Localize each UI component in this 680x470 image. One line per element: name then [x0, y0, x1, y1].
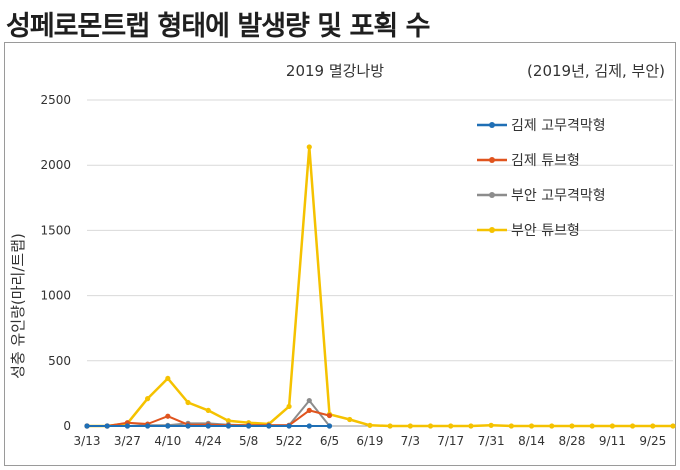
x-tick-label: 7/3 [401, 434, 420, 448]
x-tick-label: 5/22 [276, 434, 303, 448]
data-point [326, 412, 333, 419]
legend-swatch-marker [489, 122, 495, 128]
series-3 [84, 144, 676, 429]
data-point [609, 423, 615, 429]
data-point [508, 423, 514, 429]
legend-label: 부안 고무격막형 [511, 188, 606, 204]
x-tick-label: 3/27 [114, 434, 141, 448]
data-point [145, 423, 151, 429]
data-point [306, 397, 312, 404]
page-title: 성페로몬트랩 형태에 발생량 및 포획 수 [6, 11, 430, 42]
line-chart: 2019 멸강나방 (2019년, 김제, 부안) 성충 유인량(마리/트랩) … [9, 62, 676, 448]
data-point [165, 413, 171, 419]
data-point [306, 407, 312, 413]
x-tick-label: 6/19 [356, 434, 383, 448]
x-tick-label: 9/25 [639, 434, 666, 448]
x-tick-labels: 3/13 3/27 4/10 4/24 5/8 5/22 6/5 6/19 7/3 7/17 7/3… [74, 434, 667, 448]
data-point [488, 422, 494, 428]
legend-label: 부안 튜브형 [511, 223, 580, 239]
y-tick-label: 2000 [40, 158, 71, 172]
y-tick-label: 1000 [40, 289, 71, 303]
data-point [569, 423, 575, 429]
x-tick-label: 5/8 [239, 434, 258, 448]
x-tick-label: 7/17 [437, 434, 464, 448]
y-tick-label: 0 [63, 419, 71, 433]
data-point [367, 422, 373, 428]
data-point [266, 423, 272, 429]
data-point [306, 423, 312, 429]
data-point [286, 423, 292, 429]
data-point [84, 423, 90, 429]
legend-item: 김제 고무격막형 [477, 118, 606, 134]
data-point [165, 375, 171, 382]
series-0 [84, 423, 333, 429]
x-tick-label: 9/11 [599, 434, 626, 448]
data-point [549, 423, 555, 429]
data-point [205, 423, 211, 429]
y-axis-label: 성충 유인량(마리/트랩) [9, 233, 27, 379]
data-point [629, 423, 636, 429]
data-point [427, 423, 434, 429]
x-tick-label: 8/14 [518, 434, 545, 448]
series-line [87, 145, 673, 428]
data-point [165, 423, 171, 429]
legend-item: 김제 튜브형 [477, 153, 580, 169]
legend-swatch-marker [489, 157, 495, 163]
data-point [185, 423, 191, 429]
data-point [246, 423, 252, 429]
x-tick-label: 6/5 [320, 434, 339, 448]
data-point [468, 423, 474, 429]
legend-swatch-marker [489, 192, 495, 198]
chart-title: 2019 멸강나방 [286, 62, 384, 80]
x-tick-label: 4/24 [195, 434, 222, 448]
x-tick-label: 7/31 [478, 434, 505, 448]
legend-label: 김제 튜브형 [511, 153, 580, 169]
data-point [225, 423, 232, 429]
data-point [589, 423, 595, 429]
data-point [670, 423, 676, 429]
data-point [387, 423, 393, 429]
legend-item: 부안 튜브형 [477, 223, 580, 239]
y-tick-label: 1500 [40, 223, 71, 237]
chart-subtitle: (2019년, 김제, 부안) [527, 62, 665, 80]
gridlines [87, 99, 673, 427]
data-point [124, 423, 131, 429]
data-point [448, 423, 454, 429]
data-point [286, 403, 292, 410]
data-point [145, 396, 151, 402]
x-tick-label: 3/13 [74, 434, 101, 448]
data-point [407, 423, 413, 429]
chart-container: 2019 멸강나방 (2019년, 김제, 부안) 성충 유인량(마리/트랩) … [4, 42, 676, 466]
y-tick-labels: 0 500 1000 1500 2000 2500 [40, 93, 71, 433]
y-tick-label: 2500 [40, 93, 71, 107]
x-tick-label: 8/28 [558, 434, 585, 448]
data-point [104, 423, 110, 429]
data-point [650, 423, 656, 429]
y-tick-label: 500 [48, 354, 71, 368]
data-point [528, 423, 535, 429]
data-point [326, 423, 333, 429]
legend-item: 부안 고무격막형 [477, 188, 606, 204]
data-point [306, 144, 312, 150]
data-point [185, 399, 191, 406]
series-lines [84, 144, 676, 429]
data-point [205, 407, 211, 413]
x-tick-label: 4/10 [154, 434, 181, 448]
data-point [225, 418, 232, 424]
legend-label: 김제 고무격막형 [511, 118, 606, 134]
legend-swatch-marker [489, 227, 495, 233]
data-point [347, 416, 353, 423]
